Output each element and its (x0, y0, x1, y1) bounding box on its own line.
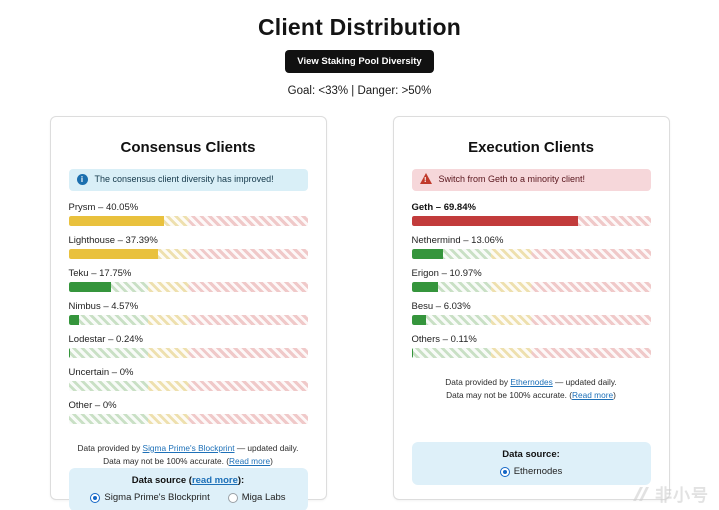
client-label: Uncertain – 0% (68, 366, 134, 378)
client-label: Other – 0% (68, 399, 117, 411)
client-bar-track (68, 347, 308, 358)
consensus-provider-note: Data provided by Sigma Prime's Blockprin… (69, 442, 308, 469)
client-row-nimbus: Nimbus – 4.57% (68, 300, 308, 325)
client-row-lodestar: Lodestar – 0.24% (68, 333, 308, 358)
source-label-text: Data source ( (131, 475, 192, 487)
execution-card-title: Execution Clients (468, 139, 594, 156)
view-staking-pool-diversity-button[interactable]: View Staking Pool Diversity (285, 50, 434, 73)
client-label: Others – 0.11% (411, 333, 477, 345)
execution-bar-list: Geth – 69.84% Nethermind – 13.06% Erigon… (411, 201, 651, 367)
consensus-source-box: Data source (read more): Sigma Prime's B… (68, 468, 308, 510)
client-bar-fill (68, 281, 111, 292)
page-title: Client Distribution (257, 14, 462, 40)
client-bar-track (68, 248, 308, 259)
client-row-besu: Besu – 6.03% (411, 300, 651, 325)
source-read-more-link[interactable]: read more (191, 475, 238, 487)
consensus-clients-card: Consensus Clients i The consensus client… (49, 116, 327, 510)
client-label: Nimbus – 4.57% (68, 300, 139, 312)
client-bar-track (68, 380, 308, 391)
client-bar-fill (68, 314, 80, 325)
provider-text: — updated daily. (552, 376, 617, 387)
client-row-lighthouse: Lighthouse – 37.39% (68, 234, 308, 259)
client-label: Lighthouse – 37.39% (68, 234, 158, 246)
consensus-bar-list: Prysm – 40.05% Lighthouse – 37.39% Teku … (68, 201, 308, 433)
client-label: Geth – 69.84% (411, 201, 476, 213)
client-row-teku: Teku – 17.75% (68, 267, 308, 292)
client-bar-track (68, 281, 308, 292)
client-bar-track (411, 347, 651, 358)
ethernodes-link[interactable]: Ethernodes (510, 376, 553, 387)
client-row-geth: Geth – 69.84% (411, 201, 651, 226)
client-bar-fill (411, 314, 426, 325)
client-bar-track (411, 281, 651, 292)
execution-source-box: Data source: Ethernodes (411, 442, 651, 485)
client-row-erigon: Erigon – 10.97% (411, 267, 651, 292)
header: Client Distribution View Staking Pool Di… (0, 0, 719, 97)
blockprint-link[interactable]: Sigma Prime's Blockprint (142, 442, 235, 453)
info-icon: i (76, 174, 88, 186)
client-bar-track (68, 215, 308, 226)
client-row-uncertain: Uncertain – 0% (68, 366, 308, 391)
client-row-nethermind: Nethermind – 13.06% (411, 234, 651, 259)
radio-unchecked-icon[interactable] (227, 492, 238, 503)
execution-clients-card: Execution Clients Switch from Geth to a … (392, 116, 670, 500)
client-bar-fill (411, 281, 438, 292)
client-label: Prysm – 40.05% (68, 201, 139, 213)
consensus-banner: i The consensus client diversity has imp… (68, 169, 308, 191)
client-bar-fill (68, 215, 165, 226)
provider-text: Data may not be 100% accurate. ( (103, 455, 230, 466)
provider-text: ) (613, 389, 616, 400)
client-label: Nethermind – 13.06% (411, 234, 504, 246)
source-option-ethernodes[interactable]: Ethernodes (499, 466, 563, 477)
read-more-link[interactable]: Read more (572, 389, 614, 400)
client-label: Lodestar – 0.24% (68, 333, 143, 345)
client-bar-fill (68, 347, 70, 358)
client-bar-track (68, 314, 308, 325)
source-option-blockprint[interactable]: Sigma Prime's Blockprint (90, 492, 210, 504)
source-option-miga-labs[interactable]: Miga Labs (227, 492, 286, 504)
provider-text: Data provided by (445, 376, 511, 387)
execution-banner-text: Switch from Geth to a minority client! (438, 174, 586, 184)
execution-source-options: Ethernodes (420, 466, 643, 477)
execution-banner: Switch from Geth to a minority client! (411, 169, 651, 191)
client-row-other: Other – 0% (68, 399, 308, 424)
client-label: Erigon – 10.97% (411, 267, 482, 279)
provider-text: Data provided by (77, 442, 143, 453)
read-more-link[interactable]: Read more (229, 455, 271, 466)
execution-source-label: Data source: (502, 449, 560, 460)
radio-checked-icon[interactable] (90, 492, 101, 503)
client-row-others: Others – 0.11% (411, 333, 651, 358)
client-label: Besu – 6.03% (411, 300, 471, 312)
radio-checked-icon[interactable] (499, 466, 510, 477)
source-option-label: Ethernodes (513, 466, 563, 477)
goal-danger-text: Goal: <33% | Danger: >50% (287, 85, 432, 97)
client-bar-fill (68, 248, 158, 259)
source-option-label: Sigma Prime's Blockprint (104, 492, 210, 504)
execution-provider-note: Data provided by Ethernodes — updated da… (412, 376, 651, 403)
consensus-source-label: Data source (read more): (77, 475, 300, 486)
client-bar-track (411, 314, 651, 325)
consensus-banner-text: The consensus client diversity has impro… (94, 174, 274, 184)
client-bar-track (411, 215, 651, 226)
provider-text: — updated daily. (234, 442, 299, 453)
source-option-label: Miga Labs (241, 492, 286, 504)
client-bar-fill (411, 215, 579, 226)
consensus-source-options: Sigma Prime's Blockprint Miga Labs (77, 492, 300, 503)
warning-icon (419, 173, 432, 185)
source-label-text: ): (237, 475, 245, 487)
cards-row: Consensus Clients i The consensus client… (0, 116, 719, 510)
client-label: Teku – 17.75% (68, 267, 132, 279)
client-bar-track (411, 248, 651, 259)
client-bar-track (68, 413, 308, 424)
provider-text: ) (270, 455, 273, 466)
client-bar-fill (411, 248, 443, 259)
client-row-prysm: Prysm – 40.05% (68, 201, 308, 226)
consensus-card-title: Consensus Clients (120, 139, 256, 156)
provider-text: Data may not be 100% accurate. ( (446, 389, 573, 400)
